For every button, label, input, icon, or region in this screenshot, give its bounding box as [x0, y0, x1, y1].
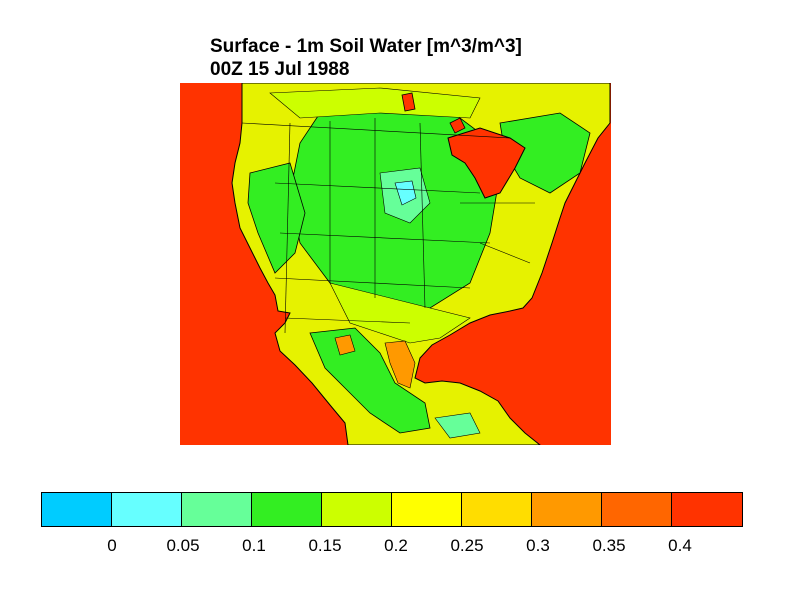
- colorbar-labels: 0 0.05 0.1 0.15 0.2 0.25 0.3 0.35 0.4: [0, 536, 792, 558]
- colorbar-box-4: [322, 493, 392, 526]
- soil-water-map: [180, 83, 611, 445]
- yellowgreen-band-north: [269, 87, 481, 119]
- colorbar-box-9: [672, 493, 742, 526]
- colorbar-box-2: [182, 493, 252, 526]
- colorbar-box-1: [112, 493, 182, 526]
- colorbar-label: 0.3: [526, 536, 550, 555]
- colorbar-label: 0.25: [450, 536, 484, 555]
- lake-small-1: [401, 92, 416, 112]
- map-title: Surface - 1m Soil Water [m^3/m^3]: [210, 36, 522, 57]
- political-borders: [241, 118, 535, 334]
- colorbar-label: 0.05: [166, 536, 200, 555]
- colorbar-box-0: [42, 493, 112, 526]
- colorbar-label: 0.4: [668, 536, 692, 555]
- colorbar-box-6: [462, 493, 532, 526]
- colorbar-box-8: [602, 493, 672, 526]
- map-timestamp: 00Z 15 Jul 1988: [210, 59, 350, 80]
- lightgreen-patch-2: [434, 412, 481, 439]
- orange-patch-texas: [384, 340, 416, 389]
- green-region-west: [247, 162, 306, 274]
- lake-small-2: [449, 117, 466, 134]
- great-lakes: [447, 127, 526, 199]
- colorbar-label: 0.2: [384, 536, 408, 555]
- cyan-patch-1: [394, 180, 417, 206]
- colorbar-box-7: [532, 493, 602, 526]
- colorbar-label: 0.1: [242, 536, 266, 555]
- colorbar-label: 0.15: [308, 536, 342, 555]
- colorbar-label: 0.35: [592, 536, 626, 555]
- colorbar-box-5: [392, 493, 462, 526]
- colorbar-label: 0: [107, 536, 117, 555]
- colorbar: [41, 492, 743, 527]
- yellowgreen-band-south: [329, 282, 471, 344]
- colorbar-box-3: [252, 493, 322, 526]
- orange-patch-mexico: [334, 334, 356, 356]
